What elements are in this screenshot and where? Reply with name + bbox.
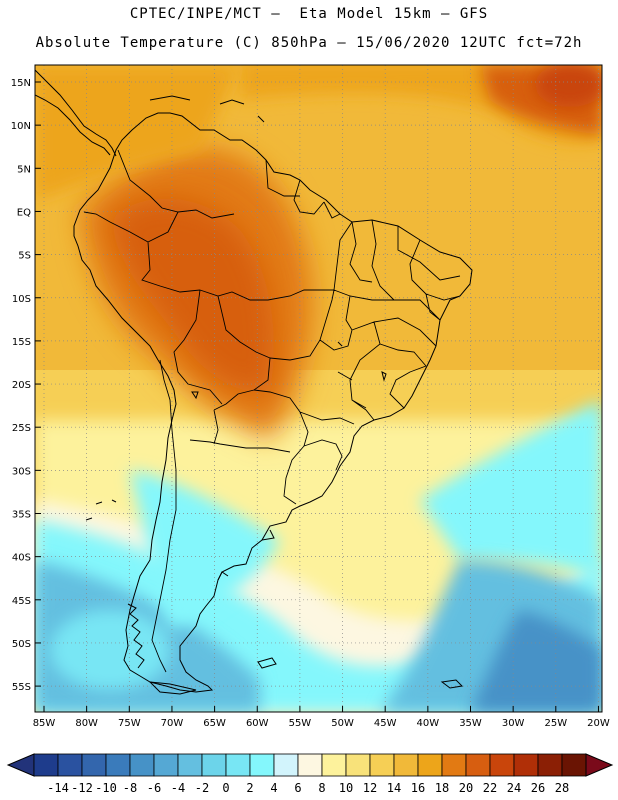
lat-label: 25S bbox=[12, 423, 31, 434]
colorbar-swatch bbox=[297, 753, 323, 777]
colorbar-swatch bbox=[249, 753, 275, 777]
colorbar-swatch bbox=[417, 753, 443, 777]
lat-label: 5N bbox=[17, 164, 31, 175]
lon-label: 65W bbox=[203, 718, 226, 729]
lon-label: 35W bbox=[459, 718, 482, 729]
title-line-1: CPTEC/INPE/MCT – Eta Model 15km – GFS bbox=[129, 6, 489, 22]
colorbar-swatch bbox=[201, 753, 227, 777]
colorbar-swatch bbox=[153, 753, 179, 777]
colorbar-tick-label: 20 bbox=[458, 781, 474, 795]
colorbar bbox=[0, 748, 618, 784]
colorbar-tick-label: 22 bbox=[482, 781, 498, 795]
colorbar-swatch bbox=[369, 753, 395, 777]
south-america-coast bbox=[73, 112, 473, 693]
lon-label: 50W bbox=[331, 718, 354, 729]
lon-label: 60W bbox=[246, 718, 269, 729]
colorbar-tick-label: 6 bbox=[294, 781, 302, 795]
lat-label: 15S bbox=[12, 337, 31, 348]
colorbar-swatch bbox=[321, 753, 347, 777]
colorbar-tick-label: 4 bbox=[270, 781, 278, 795]
map-panel: 15N 10N 5N EQ 5S 10S 15S 20S 25S 30S 35S 40S 45S 50S 5… bbox=[0, 60, 618, 754]
colorbar-tick-label: 10 bbox=[338, 781, 354, 795]
lat-label: 10S bbox=[12, 294, 31, 305]
colorbar-tick-label: -12 bbox=[71, 781, 93, 795]
lon-label: 55W bbox=[289, 718, 312, 729]
colorbar-swatch bbox=[273, 753, 299, 777]
colorbar-swatch bbox=[345, 753, 371, 777]
colorbar-tick-label: -10 bbox=[95, 781, 117, 795]
colorbar-tick-label: 16 bbox=[410, 781, 426, 795]
colorbar-tick-label: 0 bbox=[222, 781, 230, 795]
title-line-2: Absolute Temperature (C) 850hPa – 15/06/… bbox=[35, 35, 583, 51]
colorbar-tick-label: 28 bbox=[554, 781, 570, 795]
temperature-field bbox=[35, 65, 602, 712]
colorbar-over-arrow bbox=[585, 753, 614, 777]
grid-lines bbox=[35, 65, 602, 712]
colorbar-swatch bbox=[441, 753, 467, 777]
lon-label: 70W bbox=[161, 718, 184, 729]
colorbar-swatch bbox=[57, 753, 83, 777]
lat-label: 50S bbox=[12, 639, 31, 650]
lat-label: 40S bbox=[12, 553, 31, 564]
colorbar-tick-label: 2 bbox=[246, 781, 254, 795]
lat-label: 35S bbox=[12, 510, 31, 521]
lon-label: 30W bbox=[502, 718, 525, 729]
colorbar-swatch bbox=[561, 753, 587, 777]
lon-label: 20W bbox=[587, 718, 610, 729]
colorbar-swatch bbox=[105, 753, 131, 777]
lon-label: 85W bbox=[33, 718, 56, 729]
colorbar-swatch bbox=[81, 753, 107, 777]
colorbar-tick-label: -6 bbox=[146, 781, 162, 795]
colorbar-swatch bbox=[129, 753, 155, 777]
country-borders bbox=[83, 149, 461, 673]
colorbar-swatch bbox=[225, 753, 251, 777]
colorbar-swatch bbox=[489, 753, 515, 777]
lat-label: 30S bbox=[12, 466, 31, 477]
colorbar-swatch bbox=[513, 753, 539, 777]
colorbar-tick-label: 24 bbox=[506, 781, 522, 795]
colorbar-tick-label: 12 bbox=[362, 781, 378, 795]
lat-label: 45S bbox=[12, 596, 31, 607]
colorbar-swatch bbox=[177, 753, 203, 777]
colorbar-under-arrow bbox=[6, 753, 35, 777]
lon-label: 80W bbox=[75, 718, 98, 729]
lat-label: 20S bbox=[12, 380, 31, 391]
longitude-labels: 85W 80W 75W 70W 65W 60W 55W 50W 45W 40W 35W 30W 25W 2… bbox=[33, 706, 610, 729]
lon-label: 25W bbox=[544, 718, 567, 729]
colorbar-tick-label: 8 bbox=[318, 781, 326, 795]
colorbar-tick-label: -2 bbox=[194, 781, 210, 795]
colorbar-tick-label: 14 bbox=[386, 781, 402, 795]
colorbar-swatch bbox=[33, 753, 59, 777]
lat-label: 55S bbox=[12, 682, 31, 693]
colorbar-swatch bbox=[537, 753, 563, 777]
lon-label: 45W bbox=[374, 718, 397, 729]
colorbar-tick-label: -14 bbox=[47, 781, 69, 795]
lat-label: 5S bbox=[18, 251, 31, 262]
lat-label: 15N bbox=[11, 78, 31, 89]
coastlines bbox=[35, 69, 473, 695]
colorbar-tick-label: 26 bbox=[530, 781, 546, 795]
lon-label: 40W bbox=[417, 718, 440, 729]
lat-label: 10N bbox=[11, 121, 31, 132]
colorbar-tick-label: 18 bbox=[434, 781, 450, 795]
colorbar-tick-label: -4 bbox=[170, 781, 186, 795]
latitude-labels: 15N 10N 5N EQ 5S 10S 15S 20S 25S 30S 35S 40S 45S 50S 5… bbox=[11, 78, 41, 693]
colorbar-tick-label: -8 bbox=[122, 781, 138, 795]
colorbar-swatch bbox=[393, 753, 419, 777]
colorbar-swatch bbox=[465, 753, 491, 777]
map-frame bbox=[34, 64, 603, 713]
lon-label: 75W bbox=[118, 718, 141, 729]
lat-label: EQ bbox=[17, 207, 31, 218]
